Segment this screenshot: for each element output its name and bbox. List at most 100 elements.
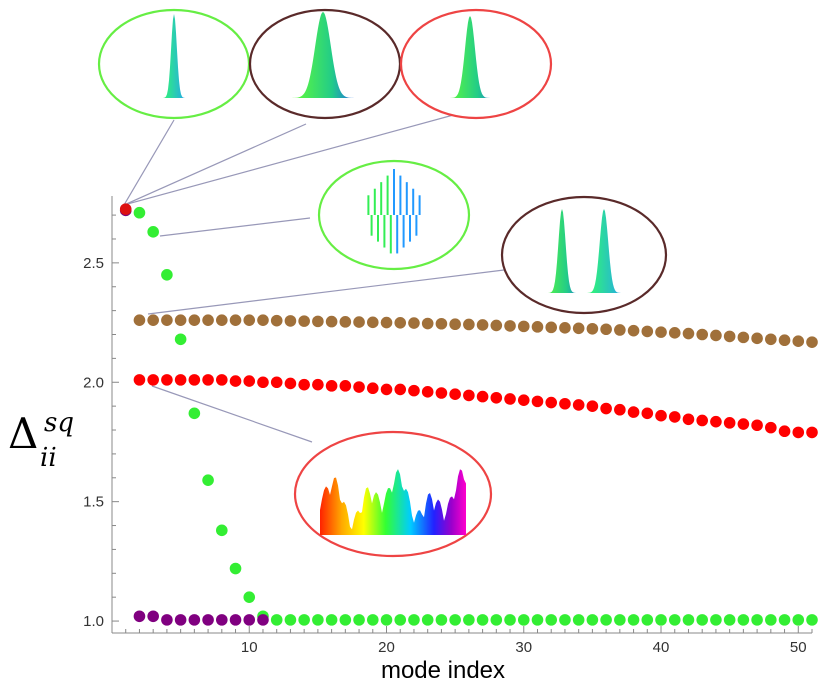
y-tick-label: 1.0 [83,613,104,630]
data-point-s0 [682,327,695,340]
data-point-s2 [463,614,475,626]
data-point-s0 [161,314,173,326]
y-axis-title-sub: ii [40,443,57,473]
data-point-s0 [545,321,558,334]
data-point-s2 [655,614,667,626]
data-point-s2 [765,614,777,626]
data-point-s1 [202,374,214,386]
data-point-s2 [641,614,654,626]
data-point-s0 [765,333,777,346]
inset-connector [151,385,313,443]
inset-connector [159,217,311,237]
data-point-s1 [517,394,530,406]
data-point-s1 [751,419,763,432]
data-point-s3 [243,614,256,626]
data-point-s3 [216,614,228,626]
data-point-s1 [353,381,365,393]
data-point-s0 [449,318,461,331]
inset-ellipse [500,195,668,315]
data-point-s1 [174,374,187,386]
data-point-s2 [366,614,379,626]
data-point-s0 [614,324,626,336]
inset-osc-bar [393,169,395,215]
data-point-s1 [298,378,310,391]
data-point-s0 [394,317,407,329]
data-point-s0 [504,320,516,332]
data-point-s1 [559,397,571,410]
inset-peak-left [540,209,585,293]
inset-oscillating [317,159,471,271]
inset-osc-bar [377,215,379,242]
data-point-s1 [641,407,654,420]
data-point-s2 [216,524,228,537]
data-point-s0 [408,317,420,329]
data-point-s1 [380,383,393,396]
data-point-s0 [463,318,475,331]
data-point-s0 [559,322,571,334]
insets [97,8,668,558]
x-tick-label: 50 [790,639,807,656]
data-point-s2 [572,614,585,626]
data-point-s2 [421,614,434,626]
y-tick-label: 2.5 [83,255,104,272]
axes: 10 20 30 40 50 1.0 1.5 2.0 2.5 [83,196,813,656]
data-point-s2 [476,614,489,626]
data-point-s3 [257,614,269,626]
data-point-s2 [723,614,736,626]
data-point-s2 [188,407,201,420]
inset-osc-bar [380,182,383,215]
data-point-s0 [133,314,146,326]
data-point-s0 [476,319,489,331]
data-point-s0 [216,314,228,326]
data-point-s2 [161,269,173,281]
data-point-s3 [188,614,201,626]
data-point-s2 [284,614,297,626]
data-point-s1 [655,409,667,422]
data-point-s2 [380,614,393,626]
data-point-s1 [668,411,681,423]
data-point-s0 [655,326,667,338]
data-point-s0 [723,330,736,343]
data-point-s2 [517,614,530,626]
data-point-s2 [627,614,640,626]
data-point-s1 [463,389,475,402]
x-axis-title: mode index [381,657,505,684]
data-point-s0 [792,335,805,347]
data-point-s0 [284,315,297,327]
inset-double-peak [500,195,668,315]
data-point-s0 [806,336,818,348]
inset-wide-peak [248,8,402,120]
inset-peak-right [585,209,630,293]
x-tick-label: 10 [241,639,258,656]
data-point-s1 [449,388,461,401]
inset-osc-bar [386,175,389,215]
data-point-s1 [284,377,297,390]
data-point-s2 [353,614,365,626]
inset-osc-bar [383,215,386,248]
data-point-s0 [435,317,448,330]
inset-connectors [123,113,505,443]
data-point-s2 [531,614,544,626]
data-point-s2 [710,614,722,626]
data-point-s1 [600,402,612,415]
data-point-s1 [792,426,805,439]
data-point-s2 [229,562,242,575]
inset-osc-bar [370,215,373,236]
inset-osc-bar [373,188,376,215]
data-point-s2 [298,614,310,626]
data-point-s0 [668,327,681,339]
x-tick-label: 20 [378,639,395,656]
data-point-s1 [476,390,489,403]
data-point-s1 [270,376,283,389]
data-point-s1 [216,374,228,386]
data-points [119,203,818,626]
data-point-s1 [147,374,159,386]
data-point-s2 [778,614,791,626]
data-point-s2 [243,591,256,603]
data-point-s0 [202,314,214,326]
inset-peak [445,16,500,98]
data-point-s3 [174,614,187,626]
data-point-s2 [559,614,571,626]
data-point-s2 [312,614,324,626]
inset-peak [290,12,360,98]
